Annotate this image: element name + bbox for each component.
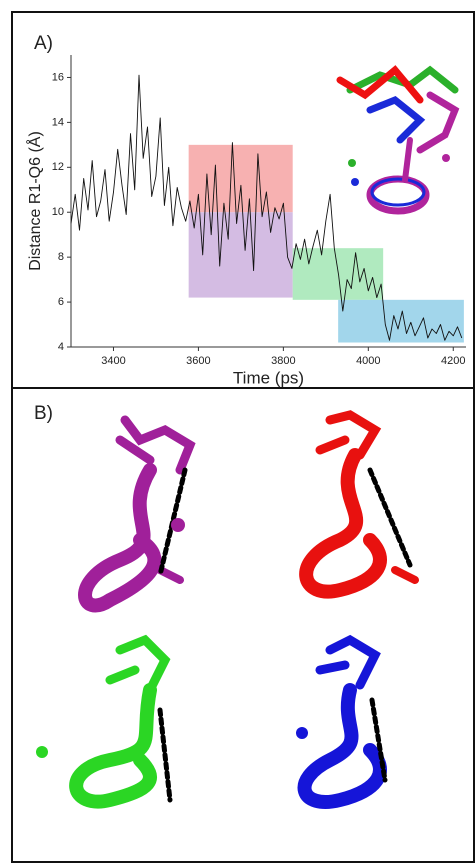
panel-label: B) [34,403,53,424]
highlight-region [292,248,384,300]
x-tick-label: 3400 [101,355,125,367]
x-tick-label: 3600 [186,355,210,367]
panel-label: A) [34,33,53,54]
highlight-region [188,212,293,298]
y-tick-label: 4 [58,341,64,353]
panel-b-frame [11,387,475,863]
x-tick-label: 3800 [271,355,295,367]
plot-area: 4 6 8 10 12 14 16 3400 3600 3800 4000 4200 Time (ps)… [25,55,466,387]
highlight-region [188,144,293,213]
x-axis-label: Time (ps) [233,368,304,387]
y-tick-label: 16 [52,71,64,83]
inset-molecule [336,65,460,215]
y-tick-label: 14 [52,116,64,128]
molecule-views [36,410,419,809]
y-tick-label: 6 [58,296,64,308]
y-tick-label: 10 [52,206,64,218]
y-tick-label: 8 [58,251,64,263]
data-line [70,74,463,341]
x-tick-label: 4200 [441,355,465,367]
x-tick-label: 4000 [356,355,380,367]
y-tick-label: 12 [52,161,64,173]
highlight-region [338,299,464,343]
y-axis-label: Distance R1-Q6 (Å) [25,131,44,271]
